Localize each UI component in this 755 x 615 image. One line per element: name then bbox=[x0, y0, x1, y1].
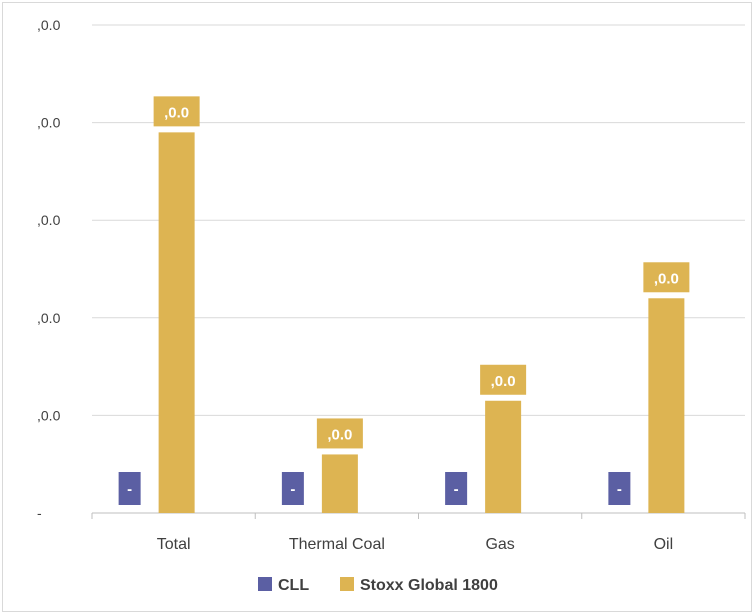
y-tick-label: ,0.0 bbox=[37, 212, 61, 228]
x-category-label: Oil bbox=[654, 536, 674, 553]
stoxx-bar bbox=[485, 400, 522, 513]
stoxx-data-label-box bbox=[153, 96, 200, 127]
stoxx-data-label-box bbox=[316, 418, 363, 449]
x-category-label: Thermal Coal bbox=[289, 536, 385, 553]
x-category-label: Gas bbox=[485, 536, 514, 553]
y-tick-label: - bbox=[37, 505, 42, 521]
y-tick-label: ,0.0 bbox=[37, 310, 61, 326]
cll-data-label: - bbox=[127, 481, 132, 498]
stoxx-data-label-box bbox=[480, 364, 527, 395]
cll-data-label-box bbox=[608, 472, 631, 505]
stoxx-data-label: ,0.0 bbox=[491, 373, 516, 390]
cll-data-label-box bbox=[281, 472, 304, 505]
stoxx-data-label: ,0.0 bbox=[654, 270, 679, 287]
stoxx-data-label-box bbox=[643, 262, 690, 293]
y-tick-label: ,0.0 bbox=[37, 115, 61, 131]
legend-swatch-stoxx bbox=[340, 577, 354, 591]
stoxx-data-label: ,0.0 bbox=[327, 426, 352, 443]
x-category-label: Total bbox=[157, 536, 191, 553]
cll-data-label: - bbox=[617, 481, 622, 498]
legend-label-stoxx: Stoxx Global 1800 bbox=[360, 577, 498, 594]
y-tick-label: ,0.0 bbox=[37, 17, 61, 33]
y-tick-label: ,0.0 bbox=[37, 407, 61, 423]
stoxx-data-label: ,0.0 bbox=[164, 104, 189, 121]
legend-label-cll: CLL bbox=[278, 577, 309, 594]
stoxx-bar bbox=[158, 132, 195, 514]
cll-data-label-box bbox=[118, 472, 141, 505]
cll-data-label: - bbox=[290, 481, 295, 498]
legend-swatch-cll bbox=[258, 577, 272, 591]
stoxx-bar bbox=[648, 298, 685, 513]
cll-data-label-box bbox=[445, 472, 468, 505]
cll-data-label: - bbox=[454, 481, 459, 498]
stoxx-bar bbox=[321, 454, 358, 513]
